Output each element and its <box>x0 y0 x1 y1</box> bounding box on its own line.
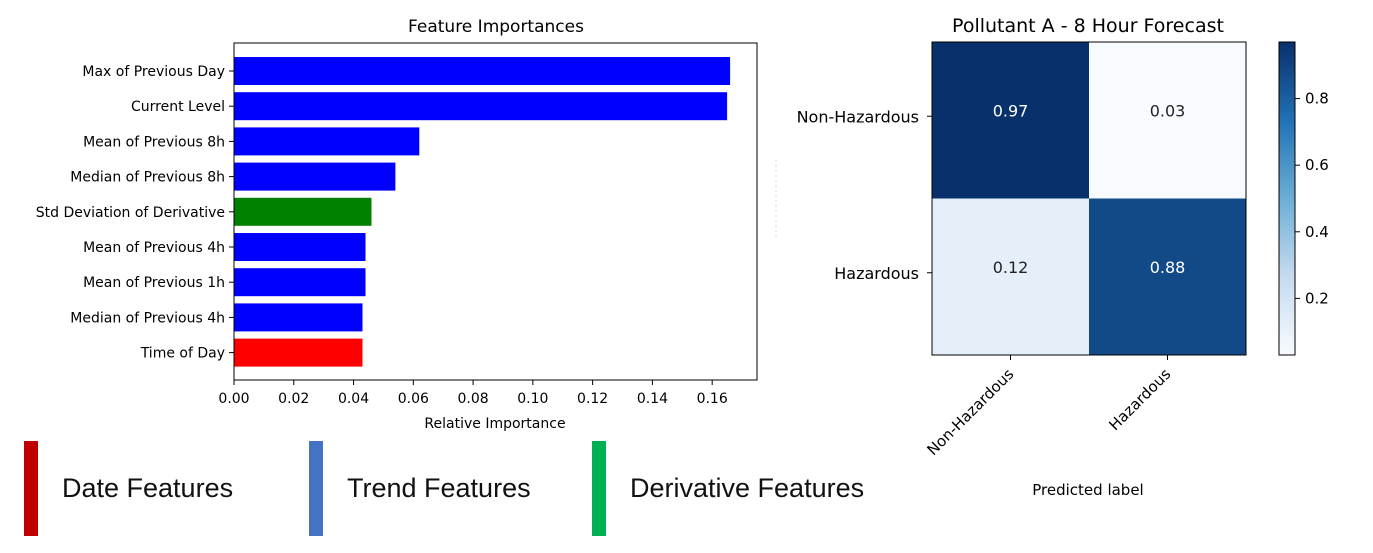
heatmap-cell-value: 0.03 <box>1150 101 1186 120</box>
legend-swatch <box>592 441 606 536</box>
heatmap-title: Pollutant A - 8 Hour Forecast <box>952 15 1224 37</box>
heatmap-cell <box>1089 198 1246 355</box>
x-tick-label: 0.08 <box>457 391 488 407</box>
bar <box>234 303 363 332</box>
bar <box>234 57 731 85</box>
legend-swatch <box>309 441 323 536</box>
legend-label: Date Features <box>62 473 233 503</box>
y-tick-label: Current Level <box>131 99 225 115</box>
y-tick-label: Max of Previous Day <box>82 64 225 80</box>
heatmap-col-labels: Non-Hazardous Hazardous <box>923 355 1174 459</box>
heatmap-cell-value: 0.12 <box>993 258 1029 277</box>
feature-importance-chart: Feature Importances Max of Previous Day C… <box>36 17 758 432</box>
bar <box>234 233 366 261</box>
heatmap-row-labels: Non-Hazardous Hazardous <box>797 107 932 283</box>
heatmap-frame <box>931 41 1247 356</box>
row-label: Non-Hazardous <box>797 107 919 126</box>
legend-swatch <box>24 441 38 536</box>
bar <box>234 268 366 297</box>
bar-x-axis-label: Relative Importance <box>424 416 565 432</box>
bar <box>234 197 372 226</box>
heatmap-cell-value: 0.88 <box>1150 258 1186 277</box>
bar <box>234 127 420 156</box>
x-tick-label: 0.02 <box>278 391 309 407</box>
colorbar-tick-label: 0.8 <box>1305 90 1329 108</box>
col-label: Non-Hazardous <box>923 365 1017 459</box>
heatmap-cell-value: 0.97 <box>993 101 1029 120</box>
colorbar-tick-label: 0.2 <box>1305 289 1329 307</box>
colorbar-tick-label: 0.6 <box>1305 156 1329 174</box>
x-tick-label: 0.04 <box>338 391 369 407</box>
y-tick-label: Mean of Previous 4h <box>83 240 225 256</box>
bar <box>234 92 728 121</box>
colorbar-ticks: 0.2 0.4 0.6 0.8 <box>1295 90 1329 307</box>
heatmap-cell <box>932 42 1089 199</box>
legend-label: Trend Features <box>347 473 531 503</box>
confusion-matrix-chart: Pollutant A - 8 Hour Forecast 0.97 0.030.… <box>797 15 1329 499</box>
bar-y-axis: Max of Previous Day Current Level Mean of … <box>36 64 234 362</box>
x-tick-label: 0.06 <box>398 391 429 407</box>
x-tick-label: 0.00 <box>218 391 249 407</box>
colorbar-tick-label: 0.4 <box>1305 223 1329 241</box>
col-label: Hazardous <box>1105 365 1174 434</box>
colorbar <box>1278 41 1296 356</box>
row-label: Hazardous <box>834 264 919 283</box>
y-tick-label: Mean of Previous 1h <box>83 275 225 291</box>
x-tick-label: 0.16 <box>697 391 728 407</box>
y-tick-label: Median of Previous 4h <box>70 310 225 326</box>
y-tick-label: Time of Day <box>140 346 225 362</box>
y-tick-label: Mean of Previous 8h <box>83 134 225 150</box>
bar <box>234 162 396 191</box>
legend-label: Derivative Features <box>630 473 864 503</box>
bar <box>234 338 363 367</box>
heatmap-cell <box>1089 42 1246 199</box>
heatmap-x-axis-label: Predicted label <box>1032 481 1143 499</box>
x-tick-label: 0.12 <box>577 391 608 407</box>
feature-type-legend: Date Features Trend Features Derivative Fe… <box>24 441 864 536</box>
heatmap-cell <box>932 198 1089 355</box>
x-tick-label: 0.14 <box>637 391 668 407</box>
bar-marks <box>234 57 731 367</box>
x-tick-label: 0.10 <box>517 391 548 407</box>
heatmap-cells: 0.97 0.03 0.12 0.88 <box>932 42 1246 355</box>
y-tick-label: Std Deviation of Derivative <box>36 205 225 221</box>
bar-x-axis: 0.00 0.02 0.04 0.06 0.08 0.10 0.12 0.14 0.16 <box>218 380 728 407</box>
y-tick-label: Median of Previous 8h <box>70 170 225 186</box>
bar-chart-title: Feature Importances <box>408 17 584 37</box>
